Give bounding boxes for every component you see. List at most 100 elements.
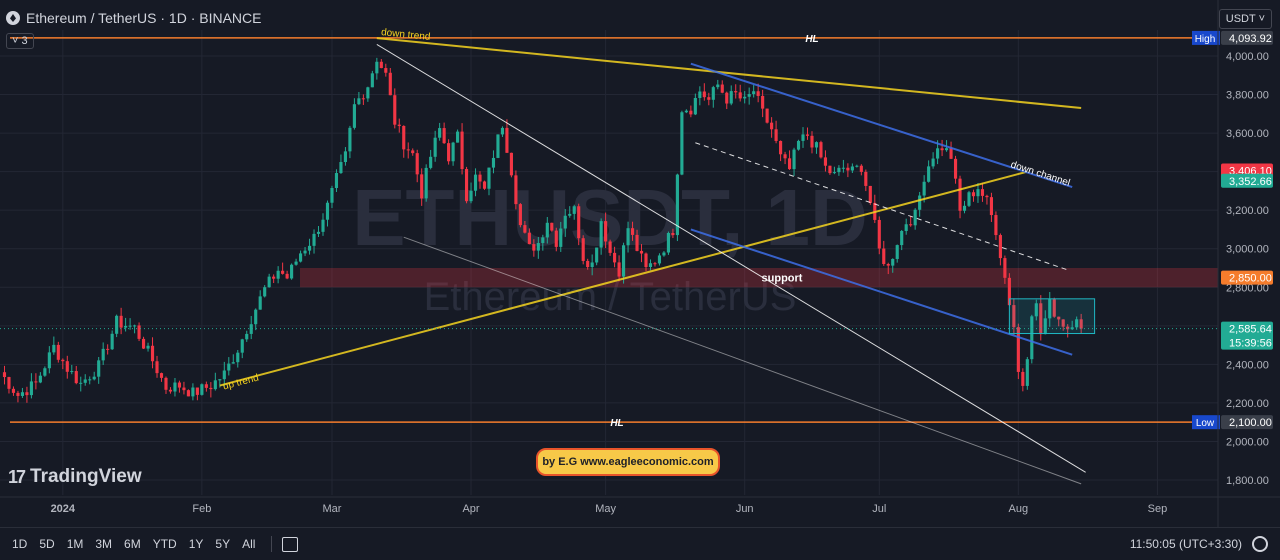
- candle[interactable]: [168, 389, 173, 392]
- candle[interactable]: [388, 72, 392, 96]
- trendline[interactable]: [690, 62, 1073, 189]
- candle[interactable]: [249, 324, 253, 334]
- candle[interactable]: [79, 382, 83, 384]
- candle[interactable]: [442, 128, 446, 144]
- candle[interactable]: [958, 178, 962, 211]
- candle[interactable]: [1034, 303, 1038, 317]
- candle[interactable]: [850, 166, 854, 171]
- candle[interactable]: [770, 122, 774, 130]
- candle[interactable]: [106, 348, 110, 350]
- candle[interactable]: [962, 205, 967, 211]
- range-button-ytd[interactable]: YTD: [152, 537, 177, 551]
- candle[interactable]: [976, 189, 980, 197]
- candle[interactable]: [1079, 319, 1083, 329]
- candle[interactable]: [173, 382, 177, 392]
- candle[interactable]: [877, 219, 881, 249]
- candle[interactable]: [186, 390, 190, 397]
- candle[interactable]: [936, 148, 940, 159]
- candle[interactable]: [707, 97, 711, 100]
- candle[interactable]: [307, 245, 312, 251]
- candle[interactable]: [787, 158, 792, 170]
- candle[interactable]: [254, 309, 258, 325]
- candle[interactable]: [124, 325, 128, 328]
- candle[interactable]: [119, 315, 123, 328]
- candle[interactable]: [47, 352, 51, 369]
- candle[interactable]: [994, 215, 998, 236]
- candle[interactable]: [581, 238, 585, 261]
- candle[interactable]: [34, 381, 38, 383]
- candle[interactable]: [366, 87, 370, 99]
- candle[interactable]: [128, 325, 132, 327]
- candle[interactable]: [774, 129, 778, 141]
- candle[interactable]: [523, 225, 527, 233]
- candle[interactable]: [298, 253, 303, 262]
- candle[interactable]: [1003, 258, 1007, 278]
- candle[interactable]: [918, 195, 922, 210]
- candle[interactable]: [1012, 305, 1016, 328]
- candle[interactable]: [559, 228, 563, 247]
- trendline[interactable]: [403, 236, 1082, 485]
- candle[interactable]: [1030, 316, 1034, 360]
- candle[interactable]: [518, 204, 522, 226]
- candle[interactable]: [303, 250, 307, 254]
- candle[interactable]: [83, 379, 87, 383]
- candle[interactable]: [177, 382, 182, 388]
- candle[interactable]: [1021, 371, 1025, 386]
- candle[interactable]: [209, 387, 213, 390]
- candle[interactable]: [541, 237, 545, 244]
- candle[interactable]: [330, 188, 334, 203]
- candle[interactable]: [913, 209, 917, 226]
- candle[interactable]: [738, 92, 742, 99]
- candle[interactable]: [617, 262, 621, 277]
- candle[interactable]: [325, 202, 330, 220]
- candle[interactable]: [1075, 319, 1079, 328]
- candle[interactable]: [227, 363, 231, 371]
- candle[interactable]: [370, 73, 374, 88]
- candle[interactable]: [586, 260, 590, 268]
- candle[interactable]: [657, 255, 662, 264]
- candle[interactable]: [281, 270, 285, 274]
- candle[interactable]: [348, 127, 352, 152]
- candle[interactable]: [783, 154, 787, 159]
- candle[interactable]: [312, 233, 316, 246]
- candle[interactable]: [590, 262, 594, 268]
- candle[interactable]: [1061, 319, 1065, 327]
- candle[interactable]: [819, 142, 823, 158]
- candle[interactable]: [236, 352, 240, 363]
- candle[interactable]: [110, 333, 114, 350]
- candle[interactable]: [891, 258, 895, 266]
- candle[interactable]: [240, 339, 244, 353]
- candle[interactable]: [65, 361, 69, 372]
- candle[interactable]: [680, 112, 684, 175]
- trendline[interactable]: [219, 170, 1028, 387]
- candle[interactable]: [406, 149, 410, 151]
- candle[interactable]: [595, 247, 599, 263]
- range-button-all[interactable]: All: [242, 537, 256, 551]
- candle[interactable]: [882, 248, 886, 264]
- candle[interactable]: [424, 167, 428, 199]
- candle[interactable]: [92, 376, 96, 380]
- range-button-1d[interactable]: 1D: [12, 537, 28, 551]
- candle[interactable]: [195, 387, 199, 395]
- candle[interactable]: [828, 165, 832, 174]
- range-button-1m[interactable]: 1M: [66, 537, 84, 551]
- candle[interactable]: [971, 192, 976, 197]
- candle[interactable]: [675, 174, 679, 236]
- candle[interactable]: [500, 127, 505, 135]
- candle[interactable]: [1016, 327, 1020, 372]
- range-button-6m[interactable]: 6M: [124, 537, 141, 551]
- candle[interactable]: [725, 92, 729, 104]
- candle[interactable]: [150, 345, 155, 362]
- candle[interactable]: [666, 232, 671, 253]
- candle[interactable]: [447, 143, 451, 162]
- candle[interactable]: [985, 195, 989, 198]
- candle[interactable]: [420, 174, 424, 199]
- candle[interactable]: [97, 360, 101, 377]
- range-button-5y[interactable]: 5Y: [215, 537, 231, 551]
- candle[interactable]: [451, 142, 455, 162]
- candle[interactable]: [487, 167, 491, 189]
- candle[interactable]: [415, 153, 419, 175]
- trendline[interactable]: [376, 44, 1086, 473]
- candle[interactable]: [747, 94, 751, 97]
- candle[interactable]: [734, 91, 738, 93]
